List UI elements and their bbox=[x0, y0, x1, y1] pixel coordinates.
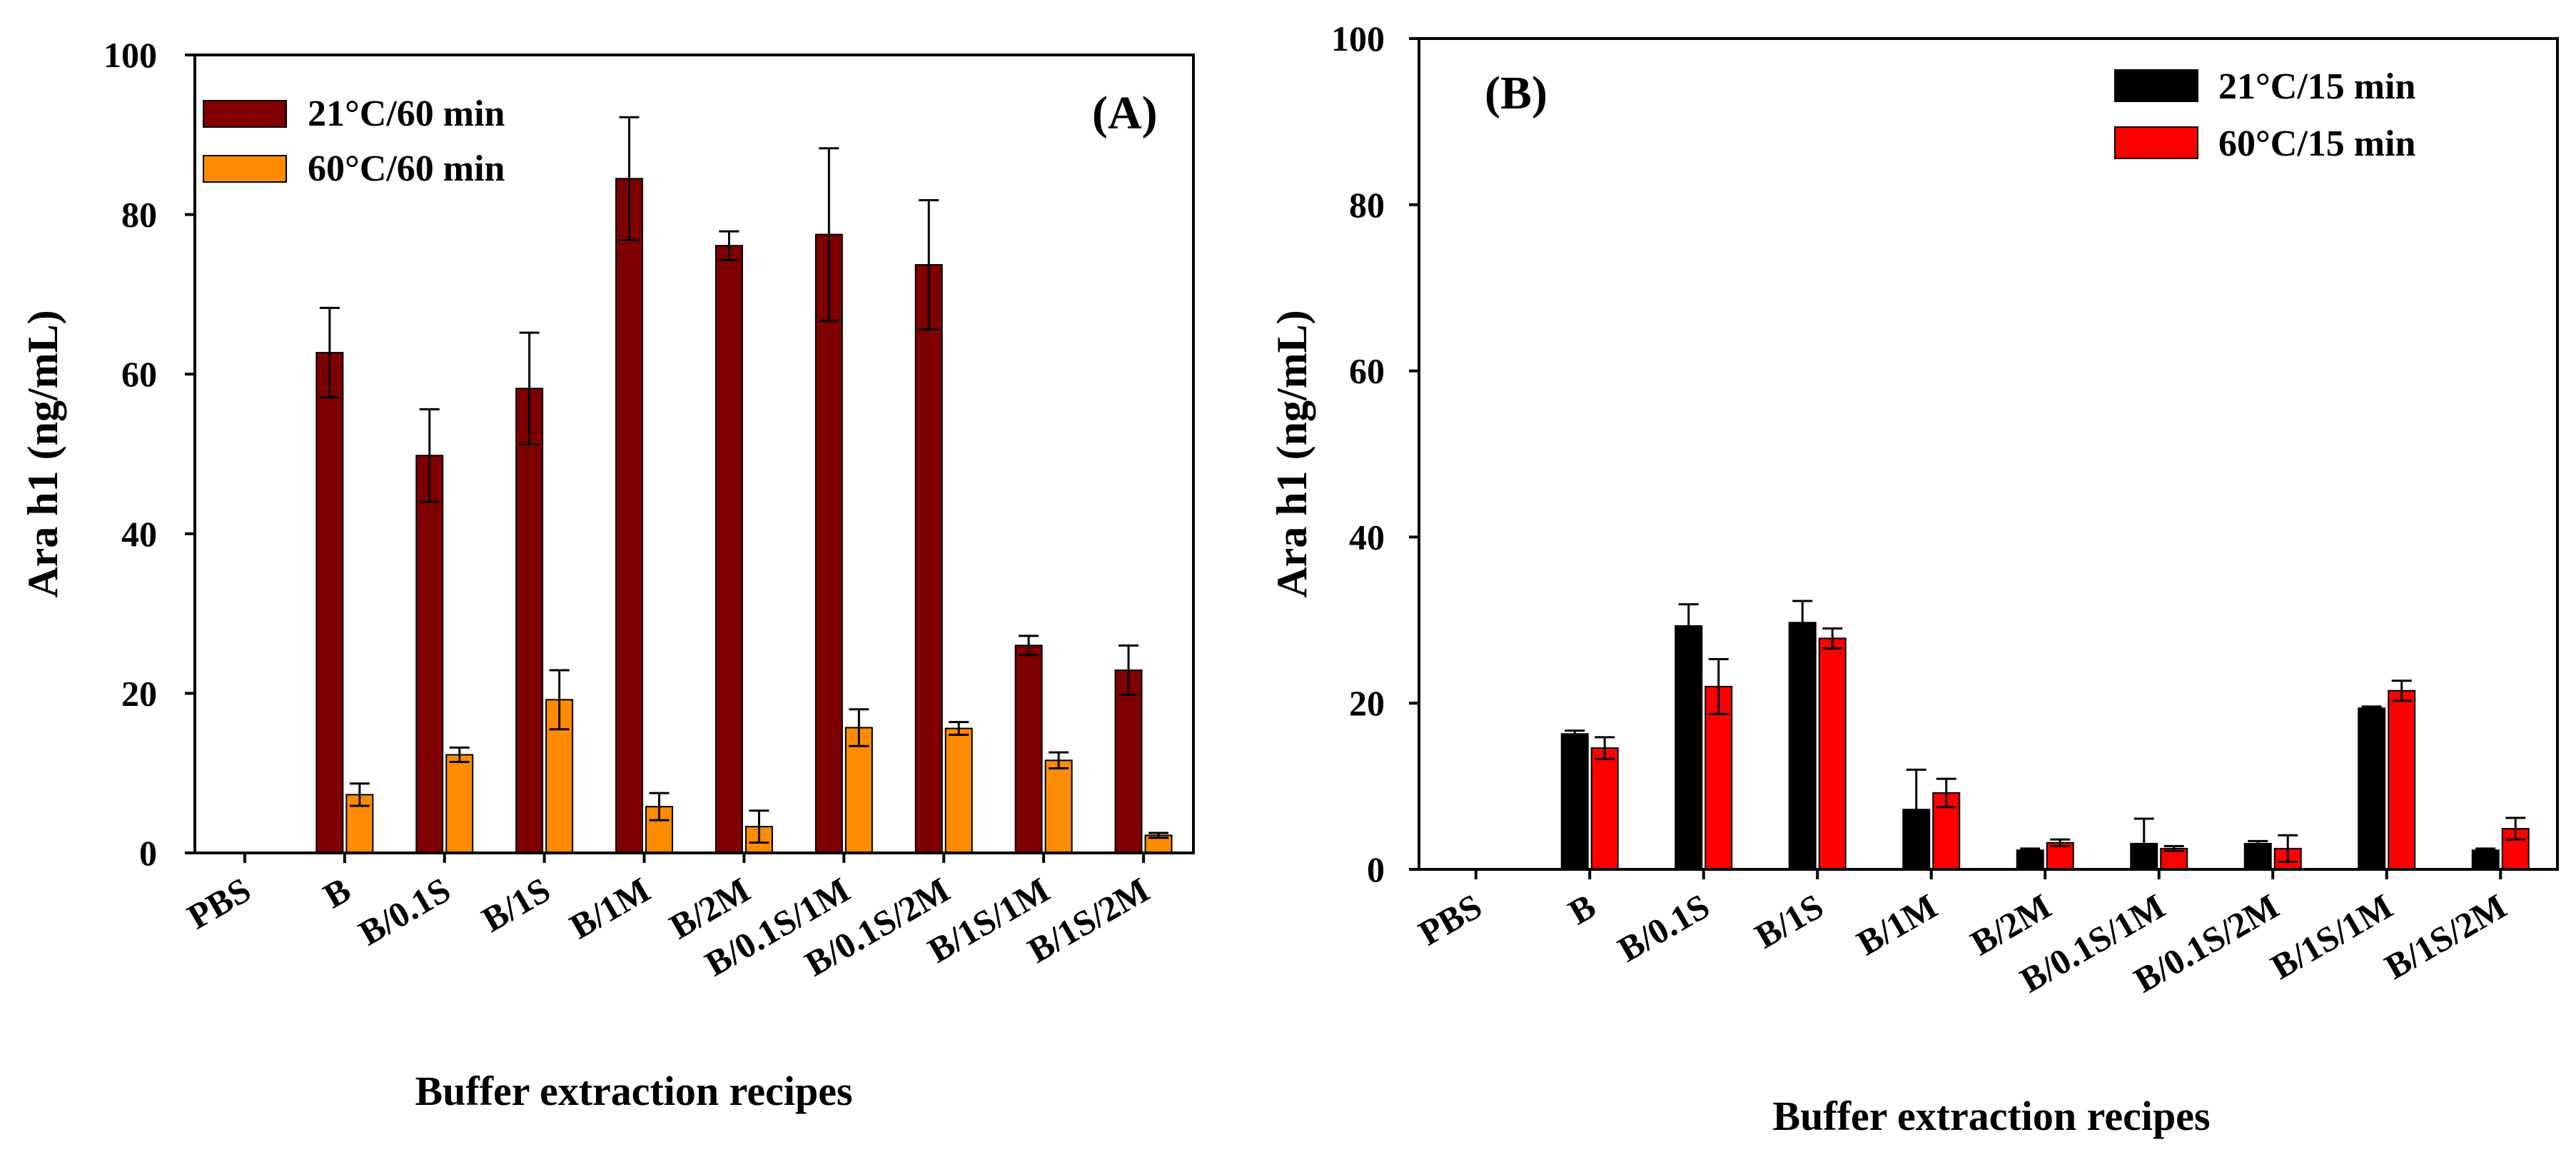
panel-b-legend-label-2: 60°C/15 min bbox=[2218, 123, 2416, 164]
panel-a-legend-swatch-2 bbox=[203, 155, 287, 183]
panel-b-x-tick-label: B/1M bbox=[1850, 886, 1944, 963]
panel-a-x-tick-label: PBS bbox=[181, 869, 257, 936]
panel-a-y-tick-label: 80 bbox=[121, 195, 157, 235]
panel-b-y-axis: 0 20 40 60 80 100 bbox=[1331, 19, 1419, 889]
panel-a-y-tick-label: 40 bbox=[121, 514, 157, 554]
panel-b-bar-series-2 bbox=[2388, 689, 2416, 870]
panel-b-x-tick-label: B/0.1S bbox=[1611, 886, 1716, 969]
panel-b-x-tick-label: B bbox=[1562, 886, 1602, 932]
panel-a-bar-series-1 bbox=[415, 455, 444, 854]
panel-b-x-tick-label: B/1S/2M bbox=[2378, 886, 2513, 987]
panel-a-y-tick-label: 60 bbox=[121, 354, 157, 394]
panel-b-x-tick-label: B/1S/1M bbox=[2264, 886, 2399, 987]
panel-b-x-axis: PBS B B/0.1S B/1S B/1M B/2MB/0.1S/1MB/0.1S/2M… bbox=[1412, 869, 2513, 1000]
panel-a-bar-series-1 bbox=[914, 264, 943, 854]
panel-a-bar-series-1 bbox=[315, 352, 344, 854]
panel-a-bars bbox=[315, 116, 1173, 854]
panel-a-y-axis: 0 20 40 60 80 100 bbox=[103, 35, 195, 873]
panel-b-legend-label-1: 21°C/15 min bbox=[2218, 66, 2416, 107]
panel-b-bar-series-2 bbox=[1818, 637, 1847, 871]
panel-a-bar-series-1 bbox=[515, 388, 544, 854]
panel-a-legend-swatch-1 bbox=[203, 100, 287, 128]
panel-a-label: (A) bbox=[1092, 87, 1158, 139]
panel-a-legend-label-1: 21°C/60 min bbox=[308, 94, 505, 134]
panel-b-x-axis-title: Buffer extraction recipes bbox=[1772, 1093, 2210, 1139]
panel-b-y-tick-label: 80 bbox=[1349, 185, 1385, 225]
panel-b-y-tick-label: 60 bbox=[1349, 351, 1385, 391]
panel-a-x-tick-label: B/1S bbox=[475, 869, 557, 940]
panel-a-y-axis-title: Ara h1 (ng/mL) bbox=[19, 310, 66, 597]
panel-a-y-tick-label: 100 bbox=[103, 35, 157, 75]
panel-a-bar-series-1 bbox=[1114, 669, 1143, 854]
panel-b-bar-series-1 bbox=[1560, 733, 1589, 870]
panel-b-y-tick-label: 40 bbox=[1349, 517, 1385, 557]
panel-b-bar-series-1 bbox=[1675, 625, 1703, 870]
panel-a-bar-series-1 bbox=[814, 233, 843, 854]
panel-b-legend-swatch-2 bbox=[2114, 126, 2198, 159]
panel-b-plot-frame bbox=[1418, 37, 2559, 871]
panel-b-label: (B) bbox=[1485, 67, 1547, 119]
panel-a-bar-series-1 bbox=[714, 245, 743, 854]
panel-a-y-tick-label: 0 bbox=[139, 833, 157, 873]
panel-a-x-tick-label: B/1M bbox=[563, 869, 657, 946]
panel-b-legend: 21°C/15 min 60°C/15 min bbox=[2114, 66, 2416, 164]
panel-b-y-tick-label: 0 bbox=[1367, 849, 1385, 889]
panel-b-y-tick-label: 20 bbox=[1349, 683, 1385, 723]
panel-b-bar-series-1 bbox=[2471, 849, 2500, 871]
panel-b-bar-series-1 bbox=[1788, 622, 1817, 870]
panel-b-bar-series-1 bbox=[2243, 842, 2272, 871]
panel-b-x-tick-label: PBS bbox=[1412, 886, 1488, 953]
panel-b-bar-series-2 bbox=[1590, 747, 1619, 871]
panel-a-bar-series-2 bbox=[445, 754, 474, 854]
panel-a-bar-series-2 bbox=[1044, 759, 1073, 854]
panel-a-plot-frame bbox=[193, 54, 1195, 854]
panel-a-x-tick-label: B bbox=[316, 869, 357, 916]
panel-b-bar-series-1 bbox=[2016, 849, 2044, 871]
panel-a-y-tick-label: 20 bbox=[121, 673, 157, 713]
panel-b-legend-swatch-1 bbox=[2114, 69, 2198, 102]
panel-b-y-tick-label: 100 bbox=[1331, 19, 1385, 59]
panel-a-bar-series-1 bbox=[615, 178, 644, 854]
panel-a-x-axis-title: Buffer extraction recipes bbox=[415, 1068, 852, 1114]
panel-b-y-axis-title: Ara h1 (ng/mL) bbox=[1268, 310, 1315, 597]
panel-a-bar-series-2 bbox=[844, 727, 873, 854]
panel-a-x-tick-label: B/0.1S bbox=[352, 869, 457, 953]
panel-b-x-tick-label: B/1S bbox=[1748, 886, 1830, 956]
panel-a-bar-series-2 bbox=[944, 727, 973, 854]
panel-b-bars bbox=[1560, 600, 2530, 871]
panel-a-bar-series-1 bbox=[1014, 645, 1043, 854]
panel-b-bar-series-1 bbox=[2358, 707, 2386, 871]
panel-a-x-axis: PBS BB/0.1S B/1S B/1M B/2MB/0.1S/1MB/0.1S/2M… bbox=[181, 853, 1156, 984]
panel-a-legend-label-2: 60°C/60 min bbox=[308, 148, 505, 189]
panel-a-legend: 21°C/60 min 60°C/60 min bbox=[203, 94, 505, 189]
panel-b-bar-series-2 bbox=[1704, 685, 1733, 870]
